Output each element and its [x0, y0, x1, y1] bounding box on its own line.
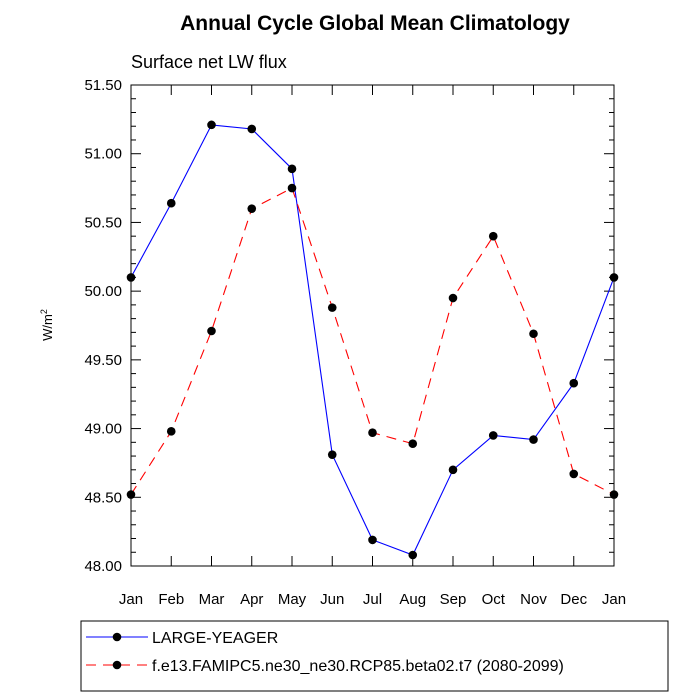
y-tick-label: 51.00 [84, 146, 122, 163]
data-point [408, 439, 418, 448]
chart-subtitle: Surface net LW flux [131, 52, 287, 72]
data-point [166, 198, 176, 208]
y-tick-label: 50.50 [84, 214, 122, 231]
data-point [529, 435, 538, 444]
series-layer [126, 120, 619, 560]
data-point [488, 231, 498, 241]
x-tick-label: Jun [320, 591, 344, 608]
y-tick-labels: 48.00 48.50 49.00 49.50 50.00 50.50 51.00 51.50 [84, 77, 122, 575]
data-point [327, 303, 337, 312]
data-point [207, 326, 216, 336]
data-point [529, 329, 538, 339]
y-tick-label: 51.50 [84, 77, 122, 94]
data-point [207, 120, 216, 130]
x-tick-label: Mar [199, 591, 225, 608]
data-point [287, 164, 297, 174]
data-point [327, 450, 337, 459]
y-axis-label: W/m2 [39, 309, 55, 341]
legend-label-1: LARGE-YEAGER [152, 630, 278, 647]
data-point [609, 273, 619, 282]
x-tick-label: Oct [482, 591, 506, 608]
plot-frame [130, 84, 615, 567]
legend: LARGE-YEAGER f.e13.FAMIPC5.ne30_ne30.RCP8… [86, 630, 564, 675]
data-point [247, 204, 257, 213]
legend-label-2: f.e13.FAMIPC5.ne30_ne30.RCP85.beta02.t7 … [152, 658, 564, 675]
legend-marker-2 [112, 660, 122, 670]
x-tick-label: Jan [602, 591, 626, 608]
data-point [448, 293, 458, 303]
data-point [368, 428, 377, 437]
data-point [126, 490, 136, 499]
legend-marker-1 [112, 632, 122, 642]
x-tick-label: Sep [440, 591, 467, 608]
data-point [166, 427, 176, 436]
series-line-1 [130, 124, 615, 556]
x-tick-label: Nov [520, 591, 547, 608]
data-point [569, 378, 579, 388]
series-line-2 [130, 187, 615, 495]
data-point [488, 431, 498, 440]
data-point [448, 465, 458, 475]
x-tick-labels: Jan Feb Mar Apr May Jun Jul Aug Sep Oct Nov Dec Jan [119, 591, 626, 608]
y-tick-label: 48.00 [84, 558, 122, 575]
data-point [368, 535, 377, 545]
y-tick-label: 49.50 [84, 352, 122, 369]
x-tick-label: Feb [158, 591, 184, 608]
data-point [569, 469, 579, 479]
data-point [408, 550, 418, 560]
legend-box [80, 620, 669, 692]
x-tick-label: Jan [119, 591, 143, 608]
y-tick-label: 50.00 [84, 283, 122, 300]
data-point [247, 124, 257, 134]
data-point [126, 273, 136, 282]
x-tick-label: Aug [399, 591, 426, 608]
y-tick-label: 49.00 [84, 421, 122, 438]
x-tick-label: Apr [240, 591, 263, 608]
y-tick-label: 48.50 [84, 489, 122, 506]
data-point [287, 183, 297, 193]
x-tick-label: Jul [363, 591, 382, 608]
data-point [609, 490, 619, 499]
x-tick-label: May [278, 591, 307, 608]
x-tick-label: Dec [560, 591, 587, 608]
axis-ticks [130, 84, 615, 567]
chart-title: Annual Cycle Global Mean Climatology [180, 12, 570, 35]
